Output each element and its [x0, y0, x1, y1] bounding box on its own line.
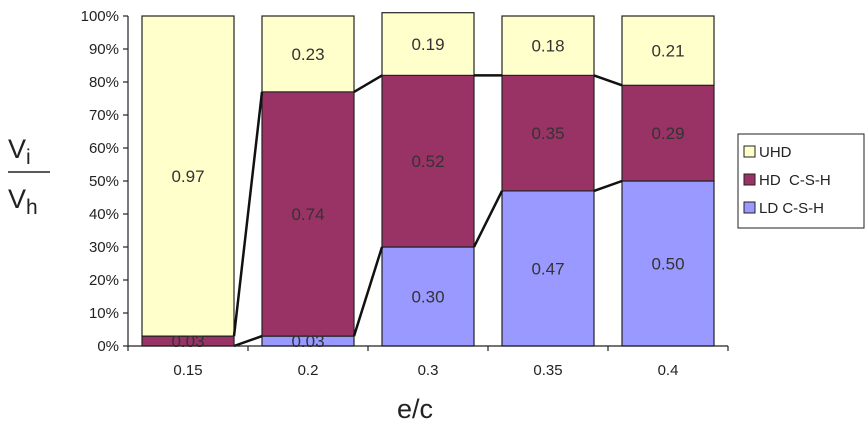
legend-swatch-hd-c-s-h — [743, 173, 756, 186]
connector-line — [593, 74, 623, 87]
connector-line — [353, 74, 383, 93]
y-tick-label: 20% — [89, 272, 119, 289]
legend: UHD HD C-S-H LD C-S-H — [737, 133, 865, 229]
y-tick-label: 60% — [89, 140, 119, 157]
y-axis-numerator: Vi — [8, 134, 31, 169]
y-tick-label: 50% — [89, 173, 119, 190]
x-tick-label: 0.3 — [418, 362, 439, 379]
bar-segment-uhd-0.15 — [141, 15, 235, 337]
connector-line — [232, 91, 264, 337]
x-tick-label: 0.4 — [658, 362, 679, 379]
y-axis-denominator: Vh — [8, 184, 38, 219]
legend-label-ld-c-s-h: LD C-S-H — [759, 200, 824, 217]
bar-segment-uhd-0.2 — [261, 15, 355, 93]
bar-segment-hd-c-s-h-0.35 — [501, 74, 595, 192]
x-axis-title: e/c — [397, 394, 433, 424]
data-label-hd-c-s-h-0.35: 0.35 — [531, 124, 564, 143]
legend-label-hd-c-s-h: HD C-S-H — [759, 172, 831, 189]
data-label-hd-c-s-h-0.15: 0.03 — [171, 332, 204, 351]
y-tick-label: 100% — [81, 8, 119, 25]
data-label-ld-c-s-h-0.2: 0.03 — [291, 332, 324, 351]
connector-line — [352, 246, 384, 337]
y-tick-label: 40% — [89, 206, 119, 223]
bar-segment-uhd-0.4 — [621, 15, 715, 86]
data-label-ld-c-s-h-0.3: 0.30 — [411, 288, 444, 307]
y-tick-label: 70% — [89, 107, 119, 124]
bar-segment-ld-c-s-h-0.4 — [621, 180, 715, 347]
bar-segment-uhd-0.35 — [501, 15, 595, 77]
bars-layer — [141, 12, 715, 347]
data-label-hd-c-s-h-0.4: 0.29 — [651, 124, 684, 143]
legend-swatch-uhd — [743, 145, 756, 158]
connector-lines — [232, 74, 623, 348]
y-tick-label: 0% — [97, 338, 119, 355]
y-tick-label: 10% — [89, 305, 119, 322]
y-tick-label: 30% — [89, 239, 119, 256]
x-tick-label: 0.2 — [298, 362, 319, 379]
data-label-uhd-0.35: 0.18 — [531, 37, 564, 56]
x-tick-label: 0.35 — [533, 362, 562, 379]
y-axis-title: Vi Vh — [8, 134, 50, 219]
y-tick-label: 90% — [89, 41, 119, 58]
data-label-uhd-0.4: 0.21 — [651, 42, 684, 61]
axes: 0.15 0.2 0.3 0.35 0.4 0% 10% 20% 30% 40% 50% 60% 70%… — [81, 8, 729, 379]
legend-box — [737, 133, 865, 229]
legend-swatch-ld-c-s-h — [743, 201, 756, 214]
bar-segment-hd-c-s-h-0.2 — [261, 91, 355, 337]
legend-label-uhd: UHD — [759, 144, 792, 161]
bar-segment-uhd-0.3 — [381, 12, 475, 77]
data-label-uhd-0.2: 0.23 — [291, 45, 324, 64]
data-label-ld-c-s-h-0.35: 0.47 — [531, 259, 564, 278]
connector-line — [233, 334, 263, 348]
connector-line — [472, 190, 504, 248]
data-label-ld-c-s-h-0.4: 0.50 — [651, 255, 684, 274]
data-label-uhd-0.3: 0.19 — [411, 35, 444, 54]
connector-line — [593, 179, 623, 193]
data-label-hd-c-s-h-0.3: 0.52 — [411, 152, 444, 171]
y-tick-label: 80% — [89, 74, 119, 91]
data-label-hd-c-s-h-0.2: 0.74 — [291, 205, 324, 224]
x-tick-label: 0.15 — [173, 362, 202, 379]
data-label-uhd-0.15: 0.97 — [171, 167, 204, 186]
